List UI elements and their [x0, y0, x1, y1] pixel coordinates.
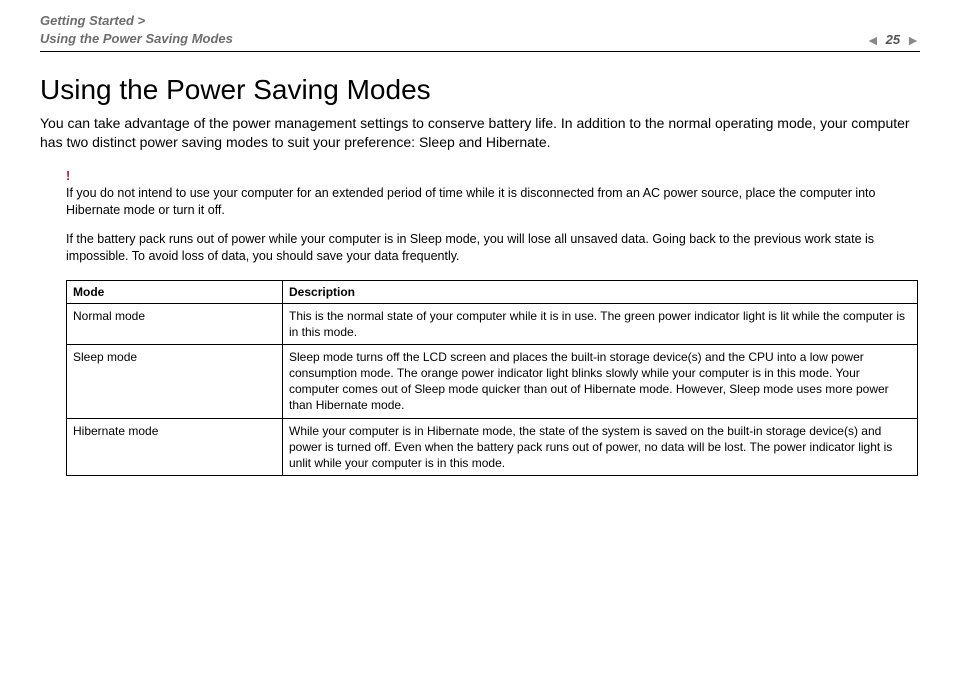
table-row: Normal mode This is the normal state of …: [67, 303, 918, 344]
warning-text: If you do not intend to use your compute…: [66, 186, 875, 217]
cell-mode: Sleep mode: [67, 344, 283, 418]
col-header-mode: Mode: [67, 280, 283, 303]
page-number: 25: [886, 32, 900, 47]
cell-mode: Normal mode: [67, 303, 283, 344]
page-title: Using the Power Saving Modes: [40, 74, 920, 106]
breadcrumb: Getting Started > Using the Power Saving…: [40, 12, 233, 47]
page-header: Getting Started > Using the Power Saving…: [40, 12, 920, 52]
pager: ◄ 25 ►: [866, 32, 920, 47]
breadcrumb-line1: Getting Started >: [40, 13, 145, 28]
intro-paragraph: You can take advantage of the power mana…: [40, 114, 920, 152]
modes-table: Mode Description Normal mode This is the…: [66, 280, 918, 477]
next-page-arrow-icon[interactable]: ►: [906, 33, 920, 47]
info-note: If the battery pack runs out of power wh…: [66, 231, 920, 266]
cell-mode: Hibernate mode: [67, 418, 283, 476]
warning-note: ! If you do not intend to use your compu…: [66, 168, 920, 219]
warning-icon: !: [66, 168, 920, 185]
cell-description: While your computer is in Hibernate mode…: [283, 418, 918, 476]
table-header-row: Mode Description: [67, 280, 918, 303]
prev-page-arrow-icon[interactable]: ◄: [866, 33, 880, 47]
table-row: Hibernate mode While your computer is in…: [67, 418, 918, 476]
col-header-description: Description: [283, 280, 918, 303]
breadcrumb-line2: Using the Power Saving Modes: [40, 31, 233, 46]
cell-description: Sleep mode turns off the LCD screen and …: [283, 344, 918, 418]
table-row: Sleep mode Sleep mode turns off the LCD …: [67, 344, 918, 418]
cell-description: This is the normal state of your compute…: [283, 303, 918, 344]
